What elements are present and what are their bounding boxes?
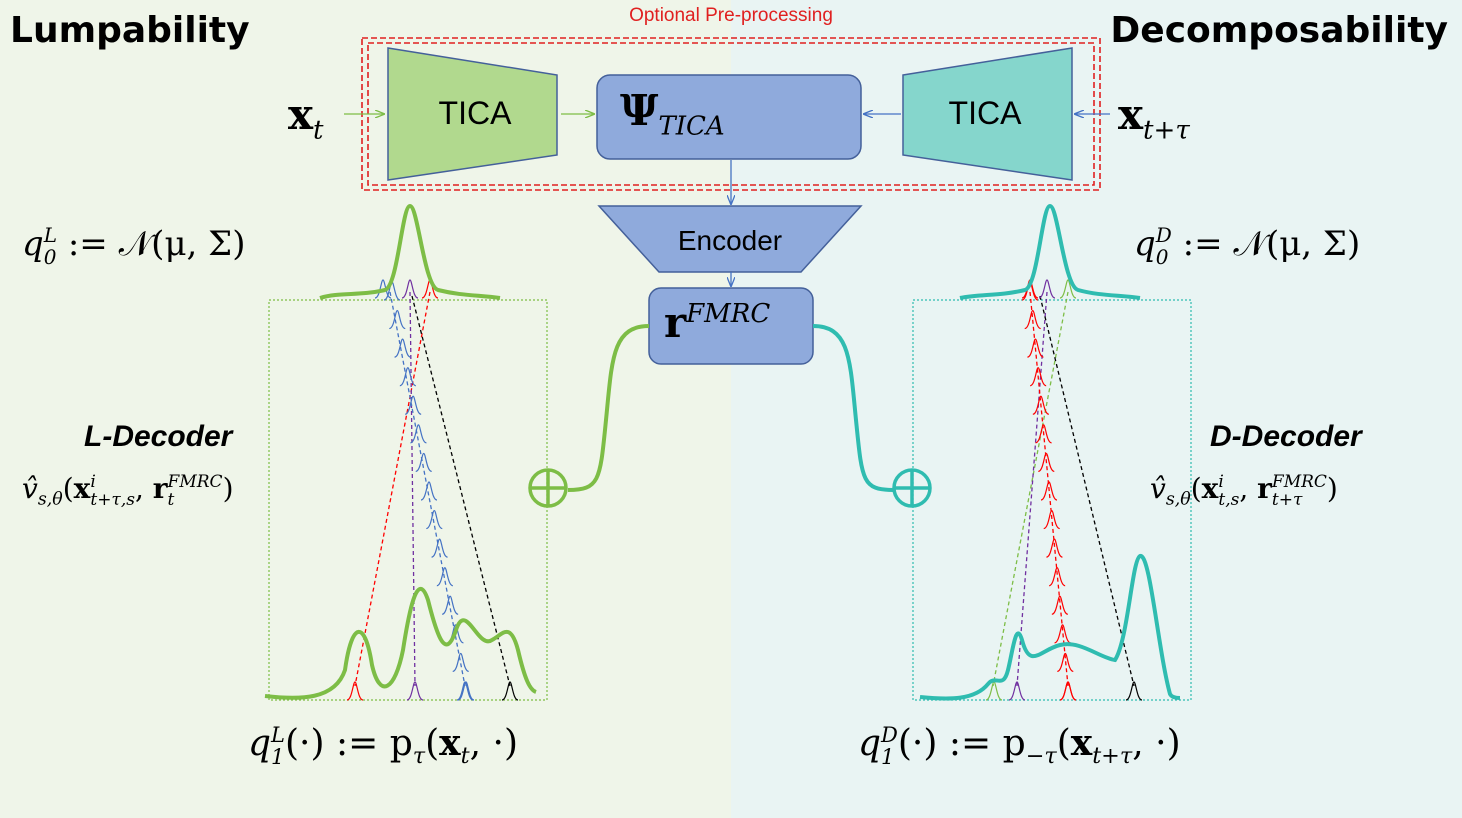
diffusion-bump xyxy=(374,279,392,299)
trajectory-blue-left xyxy=(389,291,466,687)
tica-left-label: TICA xyxy=(438,95,512,131)
input-xt: xt xyxy=(288,90,324,146)
l-decoder-frame xyxy=(268,299,548,701)
psi-tica-label: ΨTICA xyxy=(620,86,725,142)
diffusion-bump xyxy=(1059,279,1077,299)
diffusion-bump xyxy=(394,338,411,358)
diffusion-bump xyxy=(399,367,417,387)
tica-left-block xyxy=(387,47,558,181)
diffusion-bump xyxy=(452,652,469,673)
diffusion-bump xyxy=(1046,538,1063,558)
diffusion-bump xyxy=(346,681,364,701)
diffusion-bump xyxy=(1051,595,1069,615)
d-decoder-label: D-Decoder xyxy=(1210,420,1362,453)
diffusion-bump xyxy=(401,279,419,299)
diffusion-bump xyxy=(436,567,454,587)
trajectory-green-right xyxy=(992,291,1069,687)
l-decoder-formula: v̂s,θ(x i t+τ,s, r FMRC t) xyxy=(22,471,234,510)
diffusion-bump xyxy=(426,509,443,530)
tica-right-label: TICA xyxy=(948,95,1022,131)
target-curve-left xyxy=(264,586,537,700)
trajectory-black-right xyxy=(1039,295,1135,687)
l-decoder-label: L-Decoder xyxy=(84,420,233,453)
target-left-formula: q L 1 (·) := pτ(xt, ·) xyxy=(248,722,518,770)
connector-r-to-left-sum xyxy=(567,324,650,492)
trajectory-red-left xyxy=(354,291,431,687)
input-xt-tau: xt+τ xyxy=(1118,90,1190,146)
diffusion-bump xyxy=(441,595,459,615)
trajectory-purple-left xyxy=(409,291,416,687)
diffusion-bump xyxy=(1029,367,1047,387)
diffusion-bump xyxy=(1040,481,1058,501)
diffusion-bump xyxy=(415,452,432,473)
encoder-label: Encoder xyxy=(677,225,783,256)
diffusion-bump xyxy=(1024,309,1041,330)
diffusion-bump xyxy=(404,395,422,415)
diffusion-bump xyxy=(1027,338,1044,358)
diffusion-bump xyxy=(431,538,448,558)
diffusion-bump xyxy=(501,681,519,701)
lumpability-title: Lumpability xyxy=(10,10,250,51)
diffusion-bump xyxy=(410,424,427,444)
preprocessing-label: Optional Pre-processing xyxy=(629,5,833,26)
d-decoder-formula: v̂s,θ(x i t,s, r FMRC t+τ) xyxy=(1150,471,1338,510)
diffusion-bump xyxy=(1059,681,1077,701)
diffusion-bump xyxy=(1038,279,1056,299)
diffusion-bump xyxy=(420,481,438,501)
circle-plus-icon xyxy=(892,468,932,508)
diffusion-bump xyxy=(1043,509,1060,530)
diffusion-bump xyxy=(1048,567,1066,587)
target-curve-right xyxy=(919,553,1181,701)
trajectory-purple-right xyxy=(1016,291,1048,687)
diffusion-bump xyxy=(1032,395,1050,415)
diffusion-bump xyxy=(389,309,406,330)
diffusion-bump xyxy=(1035,424,1052,444)
r-fmrc-label: rFMRC xyxy=(664,298,771,347)
d-decoder-frame xyxy=(912,299,1192,701)
prior-curve-right xyxy=(959,203,1141,300)
trajectory-red-right xyxy=(1029,291,1069,687)
tica-right-block xyxy=(902,47,1073,181)
diffusion-bump xyxy=(457,681,475,701)
circle-plus-icon xyxy=(528,468,568,508)
decomposability-title: Decomposability xyxy=(1110,10,1448,51)
prior-curve-left xyxy=(319,203,501,300)
diffusion-bump xyxy=(1125,681,1143,701)
psi-tica-block xyxy=(596,74,862,160)
connector-r-to-right-sum xyxy=(812,324,894,492)
diffusion-bump xyxy=(1008,681,1026,701)
target-right-formula: q D 1 (·) := p−τ(xt+τ, ·) xyxy=(858,722,1181,770)
diffusion-bump xyxy=(1054,624,1071,644)
encoder-block xyxy=(597,205,863,273)
diffusion-bump xyxy=(1057,652,1074,673)
diffusion-bump xyxy=(456,681,474,701)
diffusion-bump xyxy=(1038,452,1055,473)
diffusion-bump xyxy=(406,681,424,701)
